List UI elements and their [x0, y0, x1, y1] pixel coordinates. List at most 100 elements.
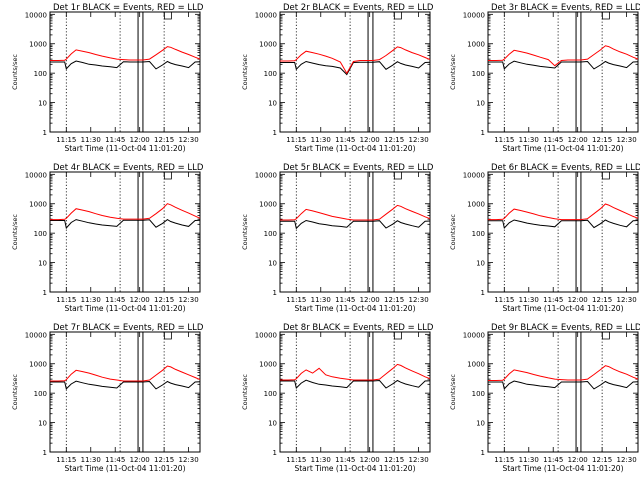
y-tick-label: 10000 [463, 11, 485, 19]
series-line-lld [50, 46, 201, 61]
chart-title: Det 3r BLACK = Events, RED = LLD [491, 3, 640, 13]
y-tick-label: 10000 [463, 331, 485, 339]
y-tick-label: 100 [472, 390, 485, 398]
x-tick-label: 12:30 [616, 296, 636, 304]
series-line-events [50, 218, 201, 230]
series-line-lld [280, 204, 431, 221]
chart-title: Det 5r BLACK = Events, RED = LLD [283, 163, 434, 173]
series-line-events [50, 380, 201, 390]
y-tick-label: 10000 [25, 11, 47, 19]
x-tick-label: 11:15 [286, 296, 306, 304]
y-tick-label: 1 [481, 129, 485, 137]
x-tick-label: 12:30 [408, 136, 428, 144]
x-tick-label: 12:30 [178, 136, 198, 144]
x-tick-label: 11:30 [311, 456, 331, 464]
interval-bracket-marker [163, 172, 172, 180]
x-tick-label: 12:15 [592, 136, 612, 144]
y-tick-label: 1000 [259, 361, 277, 369]
plot-frame [487, 331, 639, 453]
plot-frame [49, 11, 201, 133]
y-tick-label: 100 [264, 70, 277, 78]
y-tick-label: 1 [43, 289, 47, 297]
x-axis-label: Start Time (11-Oct-04 11:01:20) [64, 464, 185, 473]
x-axis-label: Start Time (11-Oct-04 11:01:20) [502, 144, 623, 153]
y-tick-label: 1000 [467, 41, 485, 49]
x-tick-label: 12:00 [360, 136, 380, 144]
y-tick-label: 1000 [259, 41, 277, 49]
x-tick-label: 11:15 [286, 136, 306, 144]
x-axis-label: Start Time (11-Oct-04 11:01:20) [502, 464, 623, 473]
y-axis-label: Counts/sec [449, 54, 457, 90]
y-tick-label: 1000 [259, 201, 277, 209]
x-tick-label: 12:00 [360, 296, 380, 304]
x-axis-label: Start Time (11-Oct-04 11:01:20) [502, 304, 623, 313]
x-tick-label: 12:00 [130, 296, 150, 304]
x-tick-label: 11:15 [56, 456, 76, 464]
x-tick-label: 12:15 [154, 296, 174, 304]
chart-title: Det 6r BLACK = Events, RED = LLD [491, 163, 640, 173]
y-axis-label: Counts/sec [449, 374, 457, 410]
y-tick-label: 10 [268, 420, 277, 428]
x-tick-label: 11:45 [335, 456, 355, 464]
y-tick-label: 100 [34, 390, 47, 398]
x-tick-label: 11:15 [56, 296, 76, 304]
series-line-lld [50, 203, 201, 221]
y-tick-label: 100 [264, 390, 277, 398]
y-tick-label: 1000 [29, 201, 47, 209]
x-tick-label: 12:30 [616, 456, 636, 464]
y-tick-label: 10000 [255, 171, 277, 179]
y-tick-label: 1 [43, 449, 47, 457]
y-tick-label: 1000 [467, 361, 485, 369]
series-line-events [280, 60, 431, 76]
y-tick-label: 1000 [29, 361, 47, 369]
y-tick-label: 100 [472, 70, 485, 78]
y-tick-label: 10 [38, 420, 47, 428]
x-tick-label: 12:00 [568, 136, 588, 144]
chart-title: Det 1r BLACK = Events, RED = LLD [53, 3, 204, 13]
series-line-events [280, 219, 431, 230]
x-tick-label: 12:00 [130, 456, 150, 464]
y-tick-label: 100 [472, 230, 485, 238]
x-axis-label: Start Time (11-Oct-04 11:01:20) [64, 144, 185, 153]
y-tick-label: 1 [481, 289, 485, 297]
x-tick-label: 12:00 [130, 136, 150, 144]
y-tick-label: 10000 [255, 11, 277, 19]
x-tick-label: 11:45 [105, 136, 125, 144]
y-axis-label: Counts/sec [241, 374, 249, 410]
y-tick-label: 10000 [25, 331, 47, 339]
plot-frame [487, 11, 639, 133]
y-tick-label: 10000 [25, 171, 47, 179]
y-tick-label: 100 [34, 70, 47, 78]
series-line-lld [488, 45, 639, 67]
series-line-events [488, 60, 639, 70]
x-tick-label: 11:30 [81, 456, 101, 464]
chart-panel-4: Det 4r BLACK = Events, RED = LLD 1 10 100 10… [11, 163, 204, 313]
y-tick-label: 100 [34, 230, 47, 238]
x-tick-label: 11:30 [519, 456, 539, 464]
y-axis-label: Counts/sec [11, 374, 19, 410]
x-axis-label: Start Time (11-Oct-04 11:01:20) [64, 304, 185, 313]
y-tick-label: 1000 [29, 41, 47, 49]
y-tick-label: 10000 [463, 171, 485, 179]
x-tick-label: 12:30 [178, 296, 198, 304]
chart-title: Det 9r BLACK = Events, RED = LLD [491, 323, 640, 333]
y-tick-label: 1 [273, 129, 277, 137]
series-line-lld [488, 365, 639, 381]
chart-title: Det 7r BLACK = Events, RED = LLD [53, 323, 204, 333]
plot-frame [49, 171, 201, 293]
x-tick-label: 11:30 [311, 296, 331, 304]
x-tick-label: 11:15 [494, 136, 514, 144]
plot-frame [487, 171, 639, 293]
plot-frame [279, 171, 431, 293]
chart-panel-8: Det 8r BLACK = Events, RED = LLD 1 10 100 10… [241, 323, 434, 473]
y-tick-label: 10 [476, 420, 485, 428]
x-tick-label: 11:45 [543, 296, 563, 304]
series-line-lld [488, 203, 639, 221]
x-tick-label: 12:00 [360, 456, 380, 464]
x-tick-label: 11:45 [335, 296, 355, 304]
plot-frame [49, 331, 201, 453]
x-tick-label: 12:15 [384, 296, 404, 304]
x-tick-label: 11:45 [543, 136, 563, 144]
series-line-lld [50, 365, 201, 382]
